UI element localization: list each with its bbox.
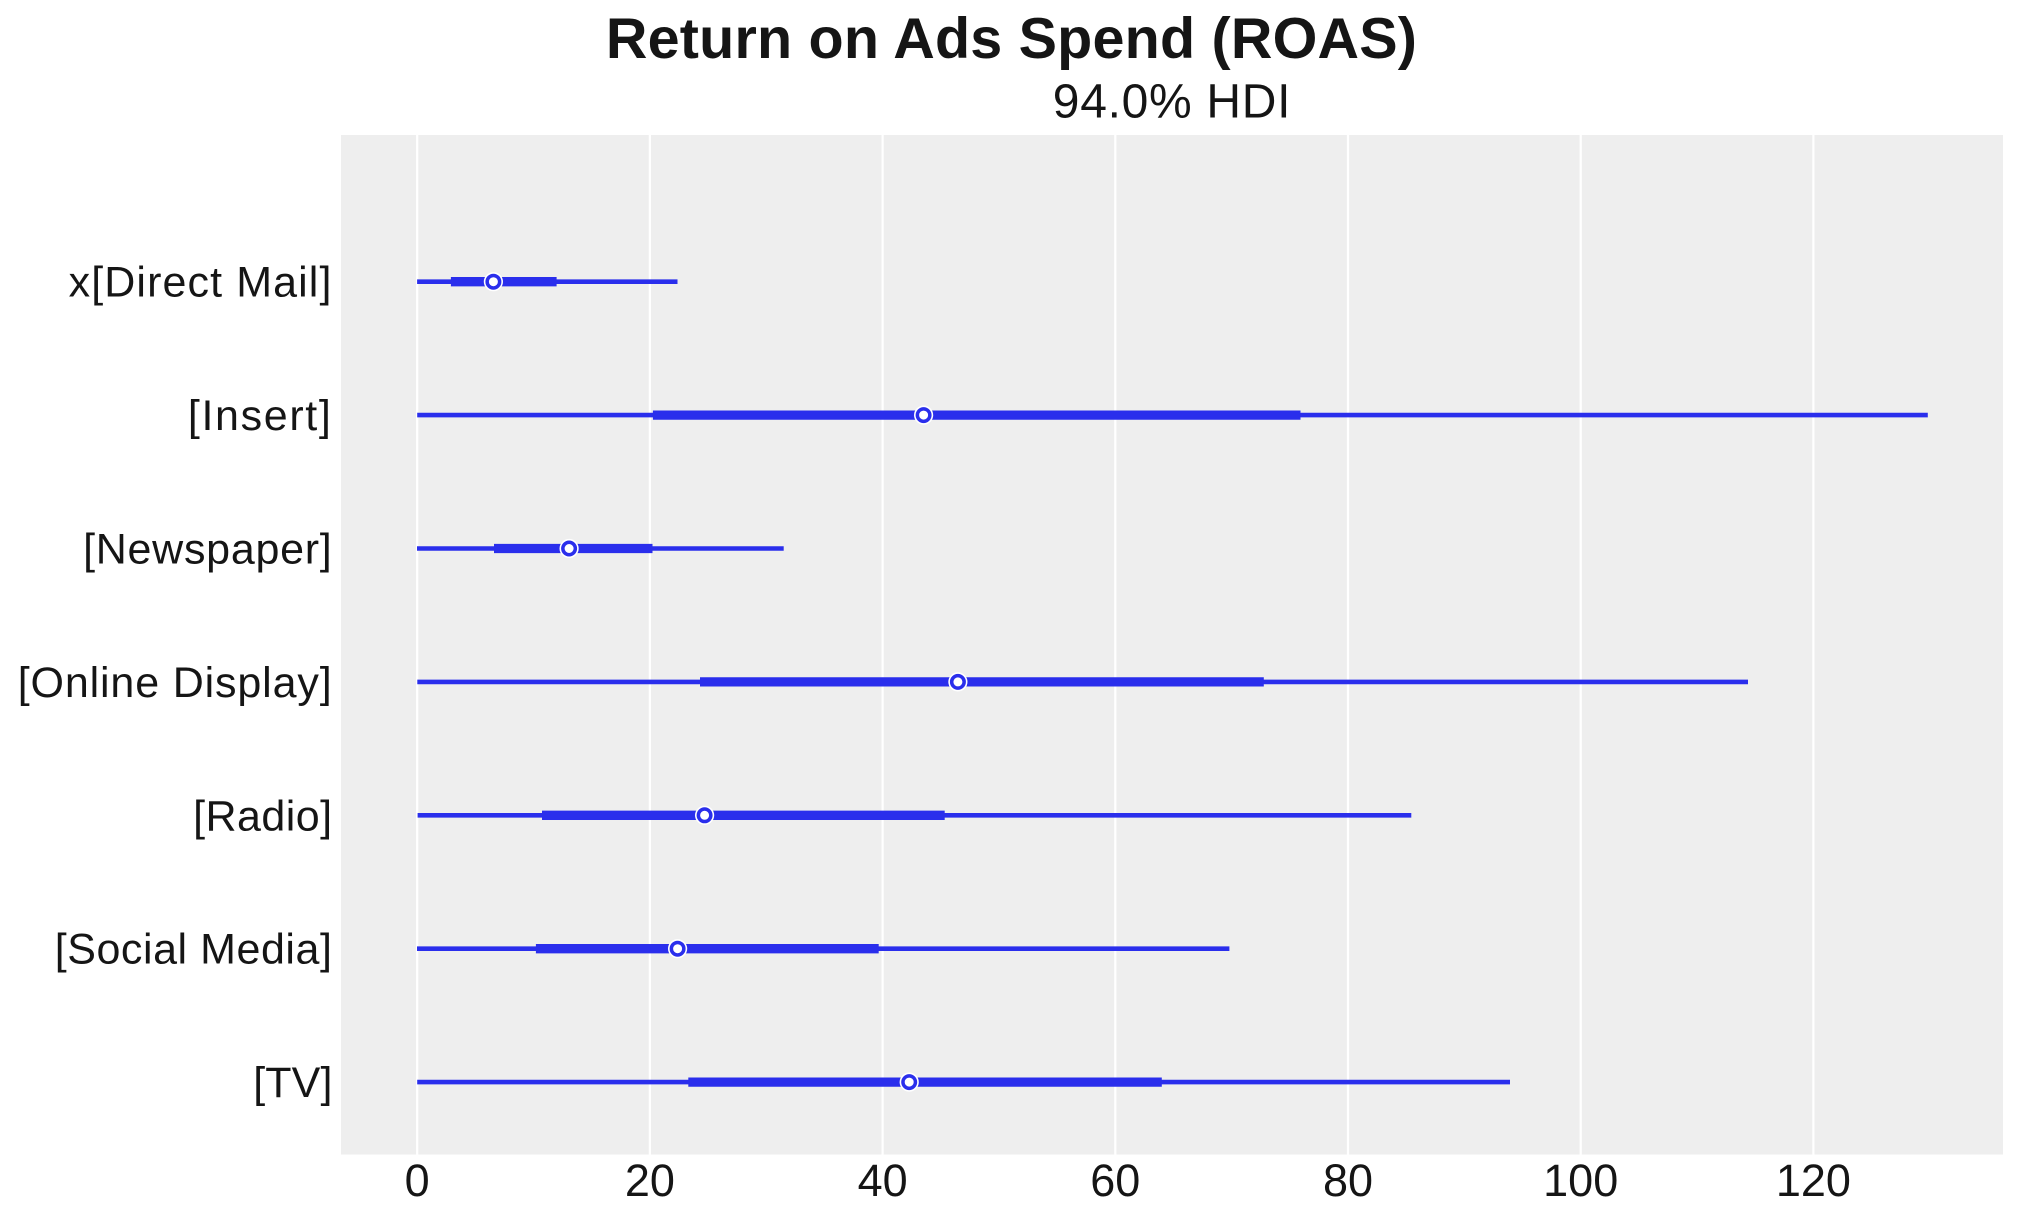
- svg-text:94.0% HDI: 94.0% HDI: [1053, 76, 1291, 129]
- svg-text:[Newspaper]: [Newspaper]: [83, 526, 332, 574]
- svg-text:120: 120: [1776, 1155, 1851, 1206]
- svg-text:[Insert]: [Insert]: [188, 392, 333, 440]
- svg-text:40: 40: [858, 1155, 908, 1206]
- svg-text:80: 80: [1323, 1155, 1373, 1206]
- svg-text:100: 100: [1543, 1155, 1618, 1206]
- svg-text:[Online Display]: [Online Display]: [18, 659, 333, 707]
- svg-text:[Social Media]: [Social Media]: [55, 926, 333, 974]
- svg-text:60: 60: [1090, 1155, 1140, 1206]
- svg-text:x[Direct Mail]: x[Direct Mail]: [69, 259, 333, 307]
- svg-text:20: 20: [625, 1155, 675, 1206]
- svg-text:0: 0: [405, 1155, 430, 1206]
- svg-text:[Radio]: [Radio]: [193, 792, 332, 840]
- svg-text:[TV]: [TV]: [253, 1059, 332, 1107]
- svg-text:Return on Ads Spend (ROAS): Return on Ads Spend (ROAS): [606, 7, 1417, 71]
